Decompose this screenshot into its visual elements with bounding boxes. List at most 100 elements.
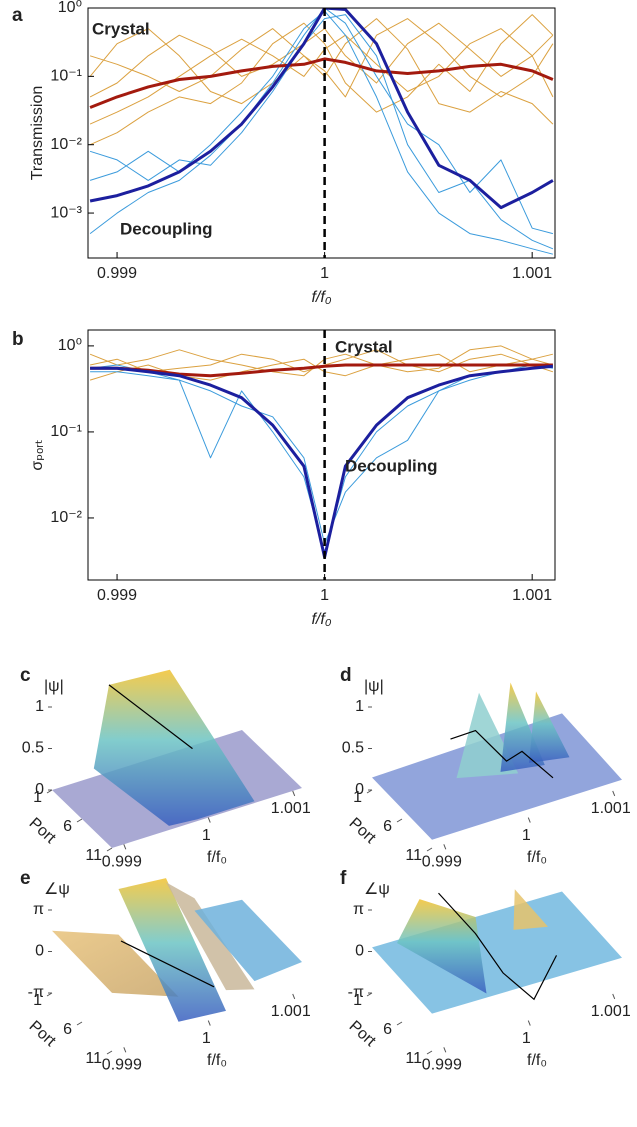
port-tick [106,1050,113,1055]
surface-patch [118,878,226,1022]
port-axis-label: Port [346,1018,380,1051]
port-tick-label: 6 [383,818,392,835]
panel-label: c [20,665,31,686]
port-tick-label: 6 [63,818,72,835]
surface-patch [93,669,255,826]
y-tick-label: 10⁰ [58,337,82,354]
f-tick [292,993,296,1000]
x-axis-label: f/f₀ [311,289,331,306]
port-tick [106,847,113,852]
f-tick-label: 1.001 [591,1003,631,1020]
y-tick-label: 10⁻³ [50,204,82,221]
ridge-line [438,892,558,1001]
f-tick [207,1020,211,1026]
x-axis-label: f/f₀ [311,611,331,628]
f-axis-label: f/f₀ [207,1052,227,1069]
port-tick [46,789,53,794]
f-tick [123,1047,127,1053]
annotation: Crystal [92,19,150,38]
port-tick [426,1050,433,1055]
panel-label: a [12,5,23,26]
f-tick-label: 0.999 [422,853,462,870]
f-tick-label: 0.999 [102,1056,142,1073]
z-tick-label: 0 [355,781,364,798]
panel-label: f [340,868,347,889]
data-line [89,8,554,235]
data-line [89,14,554,146]
panel-label: b [12,329,24,350]
x-tick-label: 1.001 [512,587,552,604]
z-tick-label: 0.5 [22,740,44,757]
z-tick-label: -π [348,984,364,1001]
z-axis-label: |ψ| [44,678,64,695]
f-tick [612,790,616,797]
f-tick [527,1020,531,1026]
plot-frame [87,329,556,581]
z-axis-label: ∠ψ [44,881,70,898]
z-tick-label: π [353,901,364,918]
port-tick-label: 6 [63,1021,72,1038]
x-tick-label: 0.999 [97,265,137,282]
x-tick-label: 1 [320,265,329,282]
port-tick [396,1021,403,1026]
data-line [89,8,554,210]
data-line [89,18,554,105]
f-tick-label: 1 [522,827,531,844]
port-tick-label: 6 [383,1021,392,1038]
z-tick-label: π [33,901,44,918]
port-tick [76,818,83,823]
data-line [90,364,553,545]
z-tick-label: 0 [355,943,364,960]
annotation: Crystal [335,337,393,356]
port-tick-label: 11 [405,1050,422,1067]
f-tick [123,844,127,850]
y-axis-label: σₚₒᵣₜ [29,439,46,470]
port-tick-label: 11 [85,847,102,864]
f-tick-label: 1 [202,827,211,844]
data-line [89,28,554,125]
f-tick [527,817,531,823]
y-tick-label: 10⁻² [50,136,82,153]
plot-frame [87,7,556,259]
port-tick-label: 1 [353,789,362,806]
port-tick [426,847,433,852]
ridge-line [120,940,215,988]
y-axis-label: Transmission [29,86,46,181]
port-tick [366,992,373,997]
f-axis-label: f/f₀ [527,1052,547,1069]
f-tick-label: 1.001 [591,800,631,817]
f-tick-label: 1 [522,1030,531,1047]
port-tick-label: 1 [353,992,362,1009]
f-tick [292,790,296,797]
port-axis-label: Port [26,815,60,848]
y-tick-label: 10⁰ [58,0,82,16]
y-tick-label: 10⁻¹ [50,68,82,85]
data-line [90,364,553,553]
surface-patch [372,891,622,1014]
x-tick-label: 1.001 [512,265,552,282]
ridge-line [108,684,193,750]
f-axis-label: f/f₀ [207,849,227,866]
port-tick-label: 1 [33,789,42,806]
surface-patch [52,930,179,997]
f-tick [207,817,211,823]
data-line [90,364,554,559]
ridge-line [450,729,554,779]
port-tick-label: 1 [33,992,42,1009]
f-axis-label: f/f₀ [527,849,547,866]
port-tick-label: 11 [85,1050,102,1067]
f-tick-label: 1.001 [271,1003,311,1020]
surface-patch [166,882,255,991]
annotation: Decoupling [120,219,213,238]
f-tick-label: 1.001 [271,800,311,817]
y-tick-label: 10⁻² [50,509,82,526]
z-tick-label: 0 [35,943,44,960]
surface-patch [529,691,570,763]
z-tick-label: 1 [355,698,364,715]
surface-patch [397,899,487,994]
f-tick [612,993,616,1000]
panel-label: d [340,665,352,686]
port-tick-label: 11 [405,847,422,864]
z-tick-label: 0 [35,781,44,798]
data-line [89,57,554,109]
